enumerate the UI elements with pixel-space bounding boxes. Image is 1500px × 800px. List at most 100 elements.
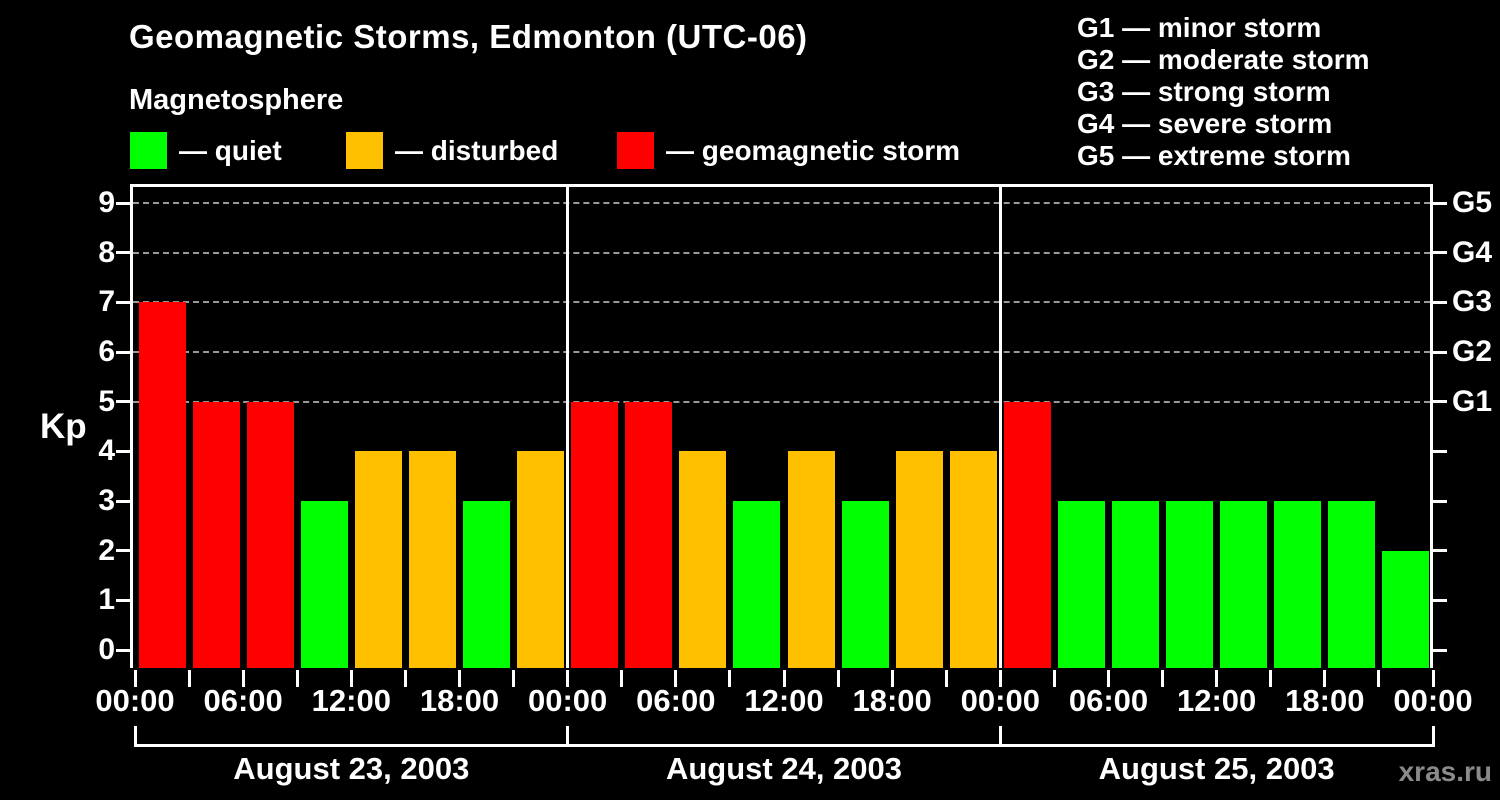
x-axis-tick [782, 670, 786, 687]
disturbed-legend-swatch-icon [346, 132, 383, 169]
right-axis-tick [1433, 598, 1447, 602]
right-axis-label-g4: G4 [1452, 235, 1493, 269]
kp-bar-day1-h9 [300, 501, 348, 668]
x-axis-tick [674, 670, 678, 687]
gridline-kp5 [133, 400, 1430, 403]
x-axis-tick [1323, 670, 1327, 687]
x-tick-label: 06:00 [203, 683, 283, 718]
x-axis-tick [1431, 670, 1435, 687]
date-bracket-left-tick [998, 726, 1002, 747]
x-axis-tick [133, 670, 137, 687]
right-axis-label-g3: G3 [1452, 285, 1493, 319]
date-bracket-line [135, 744, 568, 747]
kp-bar-day1-h12 [354, 451, 402, 668]
x-axis-tick [1269, 670, 1273, 687]
x-axis-tick [1215, 670, 1219, 687]
right-axis-tick [1433, 549, 1447, 553]
kp-bar-day3-h15 [1274, 501, 1322, 668]
right-axis-label-g2: G2 [1452, 335, 1493, 368]
x-axis-tick [187, 670, 191, 687]
x-axis-tick [512, 670, 516, 687]
disturbed-legend-label: — disturbed [395, 135, 559, 166]
x-tick-label: 12:00 [311, 683, 391, 718]
y-axis-tick [116, 300, 130, 304]
storm-scale-legend: G1 — minor storm G2 — moderate storm G3 … [1077, 12, 1370, 172]
y-axis-tick [116, 400, 130, 404]
right-axis-tick [1433, 350, 1447, 354]
quiet-legend-label: — quiet [179, 135, 282, 166]
storm-scale-line-g3: G3 — strong storm [1077, 76, 1331, 107]
y-tick-label: 3 [98, 484, 115, 517]
date-label: August 23, 2003 [233, 751, 470, 786]
date-bracket-right-tick [1431, 726, 1435, 747]
kp-bar-day1-h15 [408, 451, 456, 668]
y-axis-tick [116, 350, 130, 354]
page-title: Geomagnetic Storms, Edmonton (UTC-06) [129, 18, 808, 55]
right-axis-tick [1433, 499, 1447, 503]
kp-bar-day2-h0 [571, 401, 619, 668]
kp-bar-day2-h6 [679, 451, 727, 668]
kp-bar-day3-h18 [1328, 501, 1376, 668]
storm-scale-line-g1: G1 — minor storm [1077, 12, 1322, 43]
date-bracket-line [1000, 744, 1433, 747]
x-axis-tick [566, 670, 570, 687]
x-tick-label: 18:00 [852, 683, 932, 718]
y-axis-tick [116, 598, 130, 602]
x-tick-label: 06:00 [1068, 683, 1149, 718]
right-axis-tick [1433, 648, 1447, 652]
right-axis-label-g1: G1 [1452, 384, 1493, 418]
kp-bar-day3-h0 [1003, 401, 1051, 668]
kp-bar-day2-h3 [625, 401, 673, 668]
gridline-kp7 [133, 301, 1430, 304]
storm-legend-label: — geomagnetic storm [666, 135, 961, 166]
x-tick-label: 18:00 [1285, 683, 1365, 718]
kp-bar-day2-h15 [841, 501, 889, 668]
x-axis-tick [944, 670, 948, 687]
right-axis-tick [1433, 449, 1447, 453]
y-axis-tick [116, 449, 130, 453]
x-tick-label: 12:00 [744, 683, 824, 718]
x-axis-tick [620, 670, 624, 687]
y-tick-label: 6 [98, 335, 115, 368]
y-tick-label: 1 [98, 583, 115, 617]
right-axis-tick [1433, 201, 1447, 205]
day-divider [998, 187, 1002, 668]
x-tick-label: 00:00 [960, 683, 1040, 718]
x-axis-tick [241, 670, 245, 687]
y-axis-tick [116, 201, 130, 205]
y-tick-label: 9 [98, 186, 115, 219]
x-axis-tick [349, 670, 353, 687]
storm-scale-line-g5: G5 — extreme storm [1077, 140, 1351, 171]
x-tick-label: 18:00 [419, 683, 500, 718]
x-axis-tick [1107, 670, 1110, 687]
y-axis-tick [116, 251, 130, 255]
y-tick-label: 4 [98, 434, 115, 468]
date-bracket-line [567, 744, 1001, 747]
y-tick-label: 7 [98, 285, 115, 319]
x-tick-label: 06:00 [636, 683, 716, 718]
kp-bar-day3-h6 [1112, 501, 1159, 668]
gridline-kp6 [133, 351, 1430, 353]
x-tick-label: 00:00 [528, 683, 608, 718]
storm-scale-line-g4: G4 — severe storm [1077, 108, 1333, 139]
right-axis-tick [1433, 251, 1447, 255]
y-tick-label: 0 [98, 633, 115, 666]
kp-bar-day3-h3 [1057, 501, 1105, 668]
y-axis-tick [116, 549, 130, 553]
x-axis-tick [836, 670, 840, 687]
kp-bar-day2-h9 [733, 501, 781, 668]
x-tick-label: 00:00 [1393, 683, 1473, 718]
right-axis-label-g5: G5 [1452, 186, 1493, 219]
x-tick-label: 00:00 [95, 683, 175, 718]
x-axis-tick [1161, 670, 1165, 687]
date-bracket-left-tick [133, 726, 137, 747]
kp-bar-day2-h21 [949, 451, 997, 668]
y-axis-tick [116, 499, 130, 503]
storm-legend-swatch-icon [617, 132, 654, 169]
right-axis-tick [1433, 300, 1447, 304]
date-label: August 24, 2003 [665, 751, 903, 786]
kp-bar-day3-h21 [1382, 550, 1430, 668]
gridline-kp9 [133, 202, 1430, 204]
y-tick-label: 8 [98, 235, 115, 269]
kp-bar-day1-h6 [246, 401, 294, 668]
